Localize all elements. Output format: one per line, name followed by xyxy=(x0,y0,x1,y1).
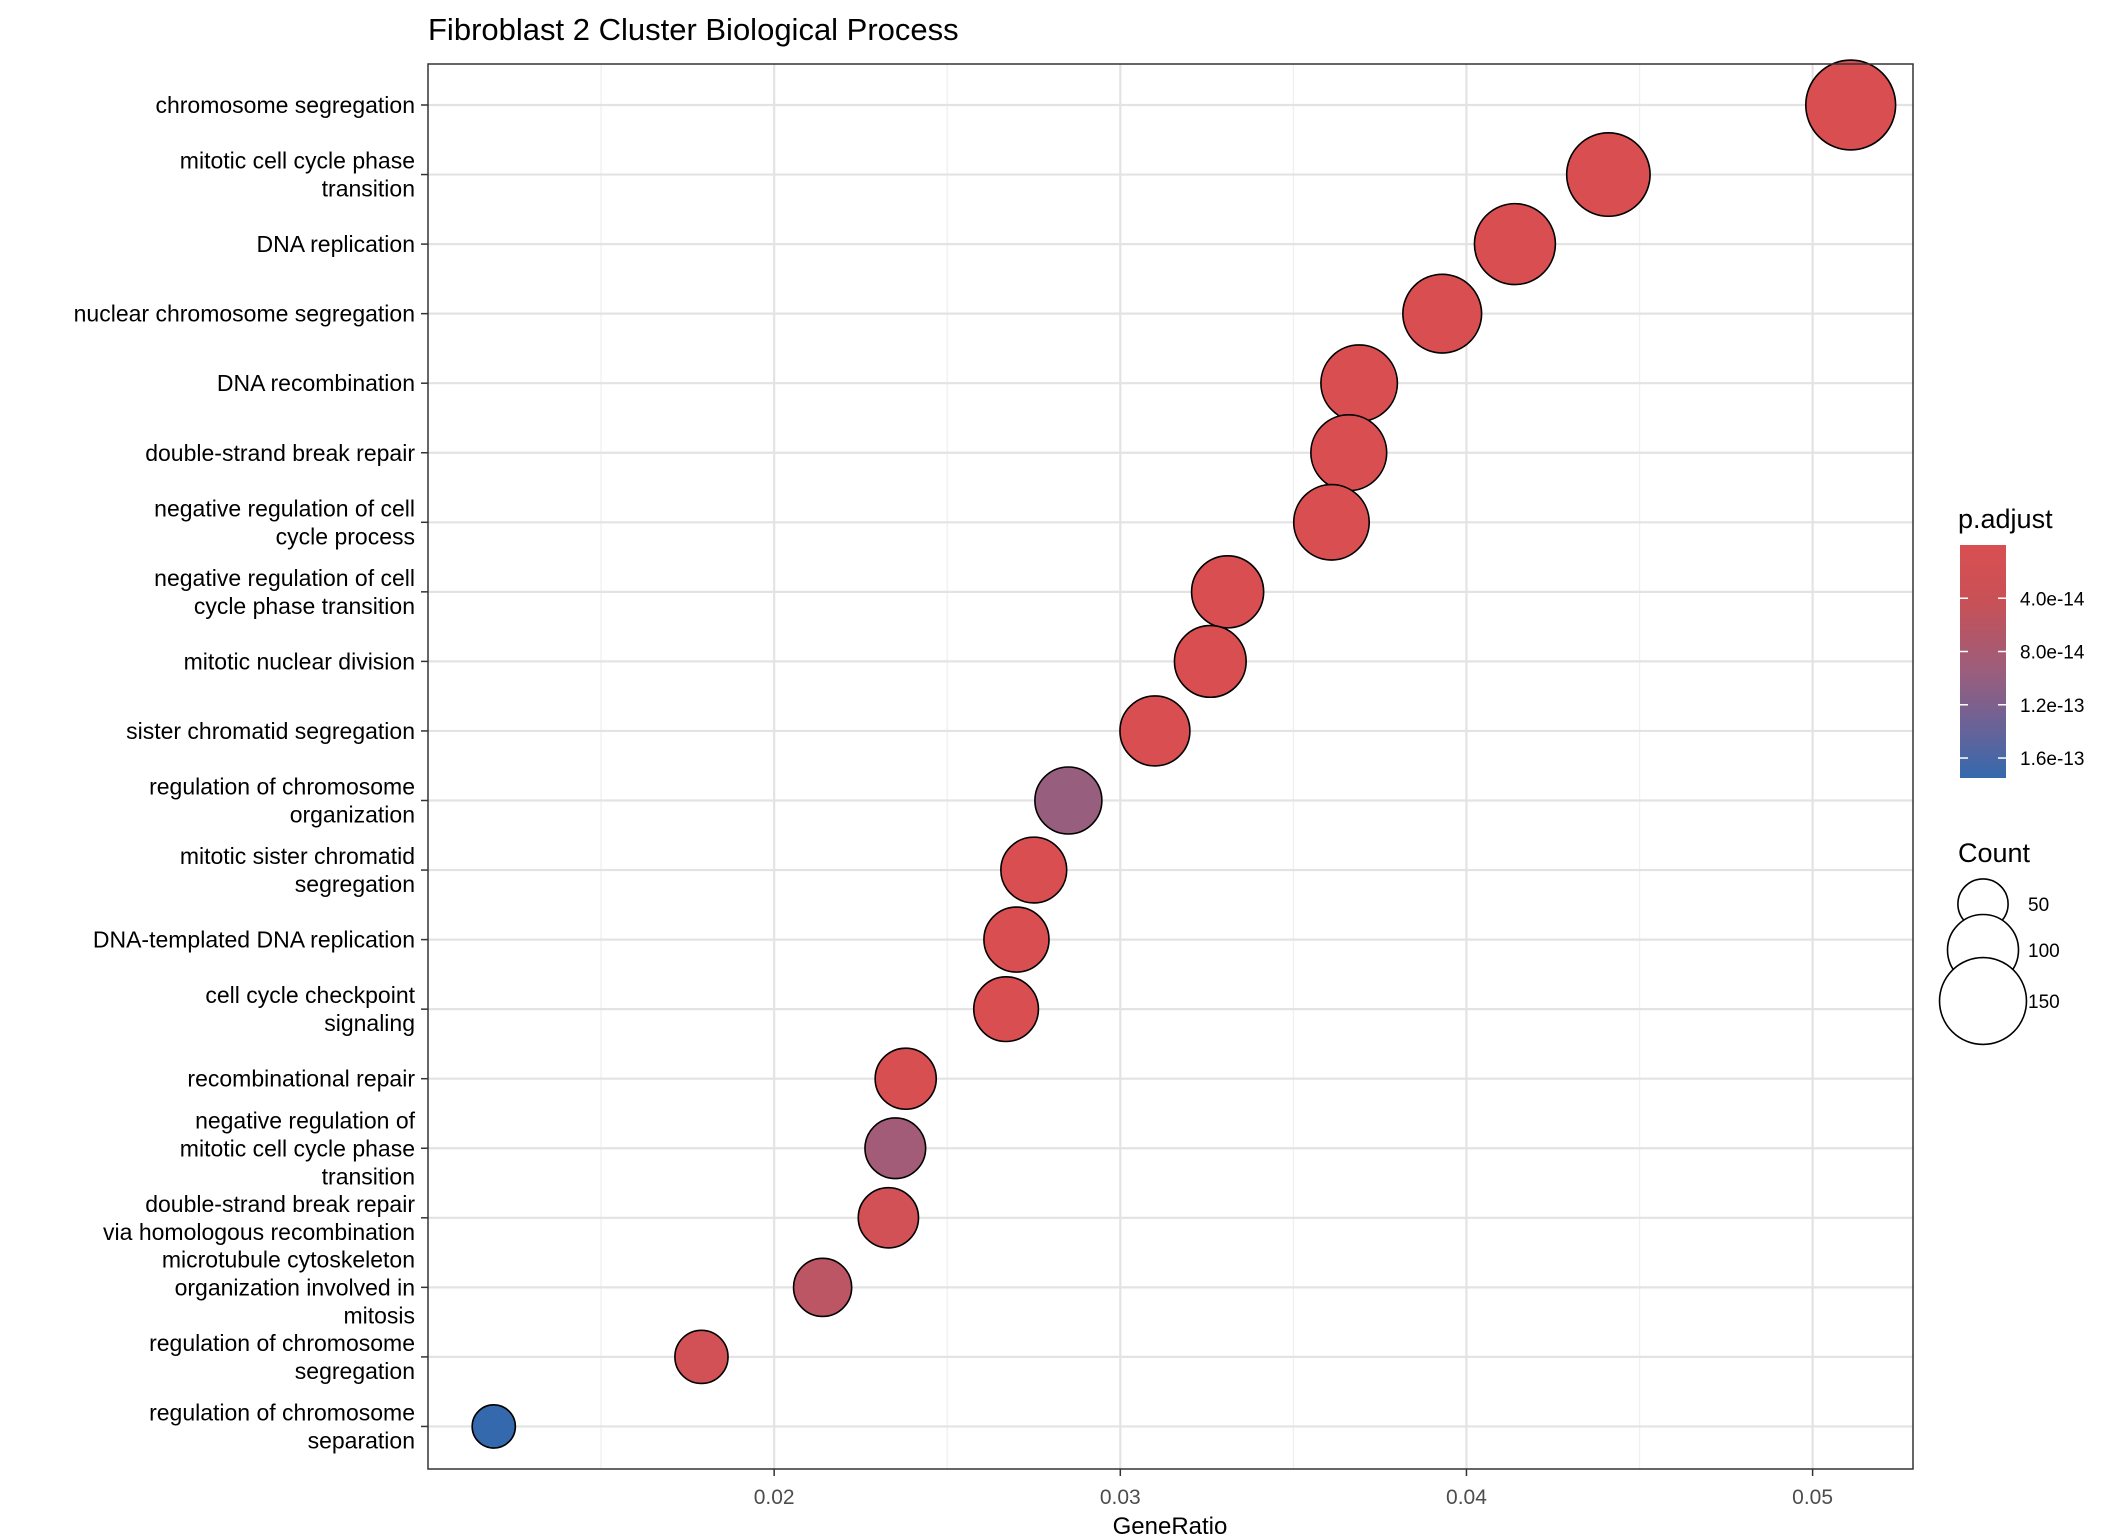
data-point xyxy=(1000,836,1068,904)
category-label: DNA replication xyxy=(256,231,415,257)
color-legend-label: 8.0e-14 xyxy=(2020,643,2085,664)
plot-panel-background xyxy=(428,64,1913,1469)
data-point xyxy=(864,1117,927,1180)
x-tick-label: 0.04 xyxy=(1446,1486,1487,1509)
x-axis: 0.02 0.03 0.04 0.05 xyxy=(754,1469,1833,1509)
category-label: cell cycle checkpoint signaling xyxy=(205,982,415,1036)
category-label: nuclear chromosome segregation xyxy=(74,301,415,327)
category-label: regulation of chromosome segregation xyxy=(149,1330,415,1384)
data-point xyxy=(983,906,1050,973)
category-label: double-strand break repair xyxy=(145,440,415,466)
category-label: DNA recombination xyxy=(217,370,415,396)
size-legend-label: 100 xyxy=(2028,941,2060,962)
data-point xyxy=(1119,695,1191,767)
size-legend-key xyxy=(1938,956,2028,1046)
data-point xyxy=(972,976,1040,1043)
color-legend-label: 1.6e-13 xyxy=(2020,749,2084,770)
x-axis-title: GeneRatio xyxy=(1113,1513,1228,1536)
color-legend: p.adjust 4.0e-14 8.0e-14 1.2e-13 1.6e-13 xyxy=(1958,504,2085,778)
points-layer xyxy=(471,59,1897,1449)
data-point xyxy=(1565,132,1651,218)
x-tick-label: 0.02 xyxy=(754,1486,795,1509)
data-point xyxy=(1292,483,1370,561)
data-point xyxy=(792,1257,853,1318)
data-point xyxy=(1173,624,1247,699)
category-label: mitotic cell cycle phase transition xyxy=(180,148,415,202)
x-tick-label: 0.05 xyxy=(1792,1486,1833,1509)
color-legend-title: p.adjust xyxy=(1958,504,2053,534)
category-label: regulation of chromosome organization xyxy=(149,774,415,828)
data-point xyxy=(1310,414,1388,492)
category-label: negative regulation of cell cycle process xyxy=(154,495,415,549)
size-legend-title: Count xyxy=(1958,838,2031,868)
color-legend-bar xyxy=(1960,545,2006,778)
category-label: DNA-templated DNA replication xyxy=(93,927,415,953)
category-label: chromosome segregation xyxy=(155,92,415,118)
category-label: double-strand break repair via homologous… xyxy=(103,1191,415,1245)
chart-title: Fibroblast 2 Cluster Biological Process xyxy=(428,12,959,47)
category-label: mitotic nuclear division xyxy=(184,648,415,674)
data-point xyxy=(1473,202,1557,286)
data-point xyxy=(1804,59,1897,151)
data-point xyxy=(874,1047,938,1111)
category-label: sister chromatid segregation xyxy=(126,718,415,744)
category-label: negative regulation of cell cycle phase t… xyxy=(154,565,415,619)
category-label: mitotic sister chromatid segregation xyxy=(180,843,415,897)
data-point xyxy=(674,1329,729,1385)
category-label: microtubule cytoskeleton organization inv… xyxy=(162,1246,415,1328)
color-legend-label: 4.0e-14 xyxy=(2020,589,2085,610)
plot-panel-border xyxy=(427,63,1914,1470)
category-label: recombinational repair xyxy=(187,1066,415,1092)
y-axis: chromosome segregation mitotic cell cycle… xyxy=(74,92,428,1453)
data-point xyxy=(857,1186,920,1249)
data-point xyxy=(471,1404,517,1449)
data-point xyxy=(1190,555,1265,629)
size-legend: Count 50 100 150 xyxy=(1938,838,2060,1046)
size-legend-label: 50 xyxy=(2028,895,2049,916)
category-label: negative regulation of mitotic cell cycle… xyxy=(180,1107,416,1189)
data-point xyxy=(1320,344,1399,423)
color-legend-label: 1.2e-13 xyxy=(2020,696,2084,717)
category-label: regulation of chromosome separation xyxy=(149,1399,415,1453)
x-tick-label: 0.03 xyxy=(1100,1486,1141,1509)
data-point xyxy=(1402,273,1483,354)
size-legend-label: 150 xyxy=(2028,992,2060,1013)
data-point xyxy=(1034,766,1103,835)
